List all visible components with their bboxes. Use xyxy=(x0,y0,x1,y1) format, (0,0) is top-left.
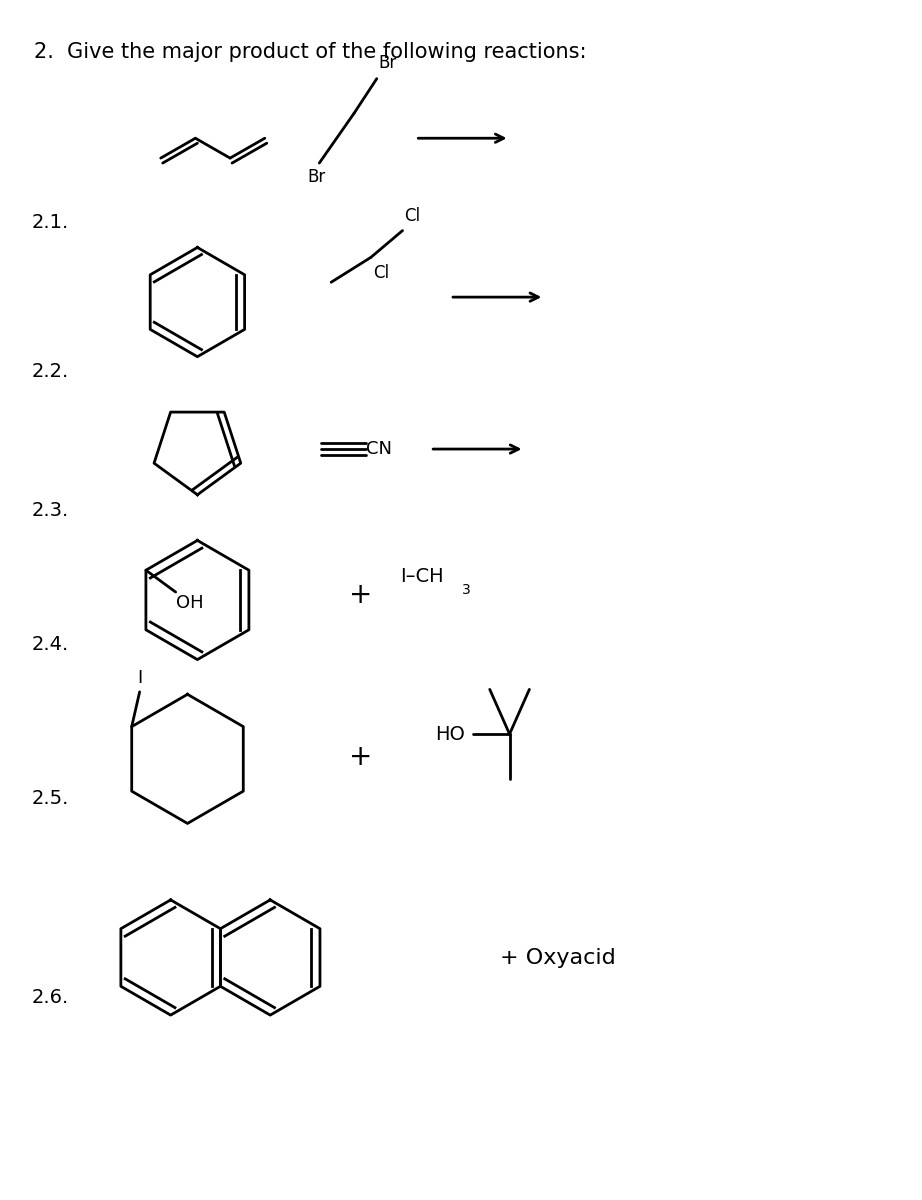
Text: + Oxyacid: + Oxyacid xyxy=(500,948,615,967)
Text: 2.1.: 2.1. xyxy=(32,214,69,232)
Text: I: I xyxy=(137,668,142,686)
Text: Br: Br xyxy=(307,168,325,186)
Text: Cl: Cl xyxy=(405,206,420,224)
Text: 2.2.: 2.2. xyxy=(32,362,69,382)
Text: +: + xyxy=(349,581,372,610)
Text: OH: OH xyxy=(176,594,203,612)
Text: +: + xyxy=(349,743,372,770)
Text: I–CH: I–CH xyxy=(400,566,444,586)
Text: CN: CN xyxy=(366,440,392,458)
Text: HO: HO xyxy=(435,725,465,744)
Text: Cl: Cl xyxy=(372,264,389,282)
Text: 2.6.: 2.6. xyxy=(32,988,69,1007)
Text: 2.3.: 2.3. xyxy=(32,502,69,520)
Text: 2.4.: 2.4. xyxy=(32,635,69,654)
Text: Br: Br xyxy=(379,54,397,72)
Text: 2.  Give the major product of the following reactions:: 2. Give the major product of the followi… xyxy=(34,42,586,62)
Text: 2.5.: 2.5. xyxy=(32,790,69,808)
Text: 3: 3 xyxy=(462,583,471,598)
